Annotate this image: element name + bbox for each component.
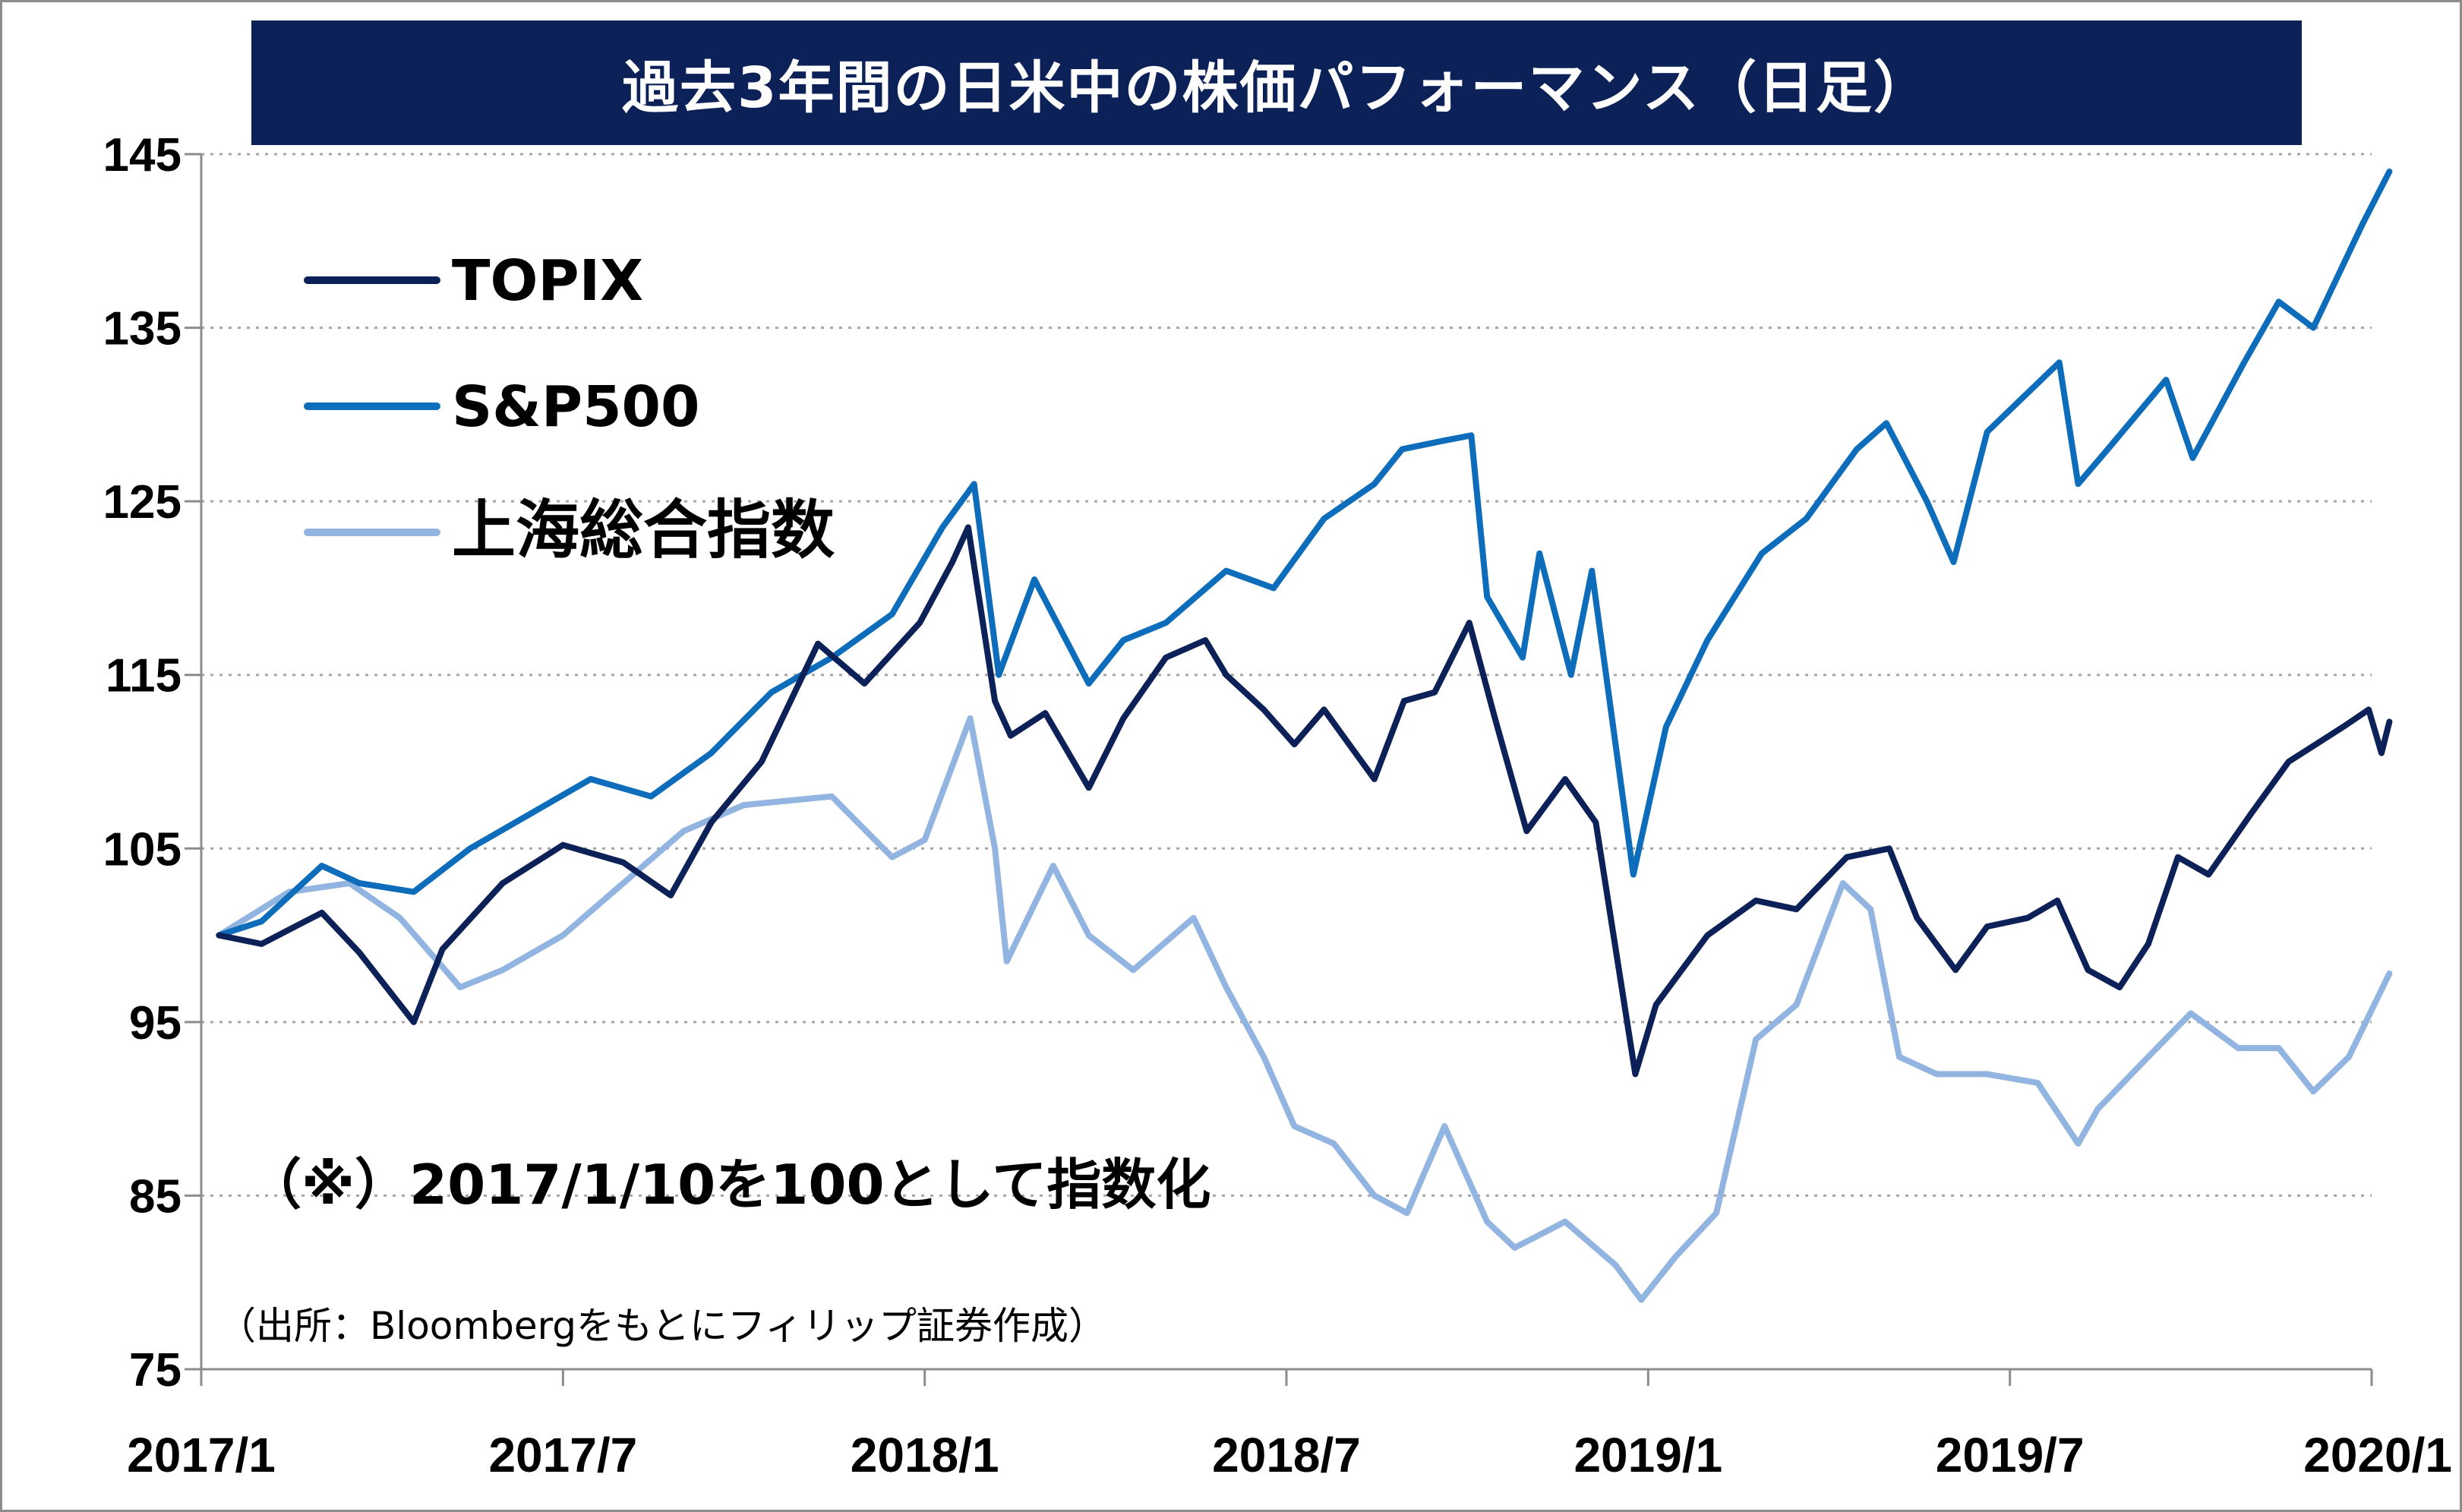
- x-tick-label: 2017/7: [488, 1428, 637, 1482]
- x-tick-label: 2020/1: [2303, 1428, 2452, 1482]
- axes: 75 85 95 105 115 125 135 145 2017/1 2017/7 2018/1 2…: [103, 129, 2452, 1482]
- y-tick-label: 125: [103, 476, 181, 529]
- x-tick-label: 2018/7: [1212, 1428, 1361, 1482]
- series-line-2: [216, 715, 2393, 1303]
- legend-label-2: 上海総合指数: [452, 493, 835, 567]
- legend-label-1: S&P500: [452, 374, 700, 440]
- series-line-0: [216, 524, 2393, 1078]
- normalization-note: （※）2017/1/10を100として指数化: [247, 1153, 1210, 1217]
- grid-lines: [201, 153, 2372, 1197]
- legend: TOPIX S&P500 上海総合指数: [304, 248, 835, 567]
- x-tick-label: 2018/1: [851, 1428, 999, 1482]
- x-tick-label: 2019/1: [1573, 1428, 1722, 1482]
- y-tick-label: 145: [103, 129, 181, 182]
- series-lines: [216, 168, 2393, 1303]
- chart-title: 過去3年間の日米中の株価パフォーマンス（日足）: [251, 21, 2302, 145]
- x-tick-label: 2017/1: [127, 1428, 276, 1482]
- y-tick-label: 105: [103, 823, 181, 876]
- legend-label-0: TOPIX: [452, 248, 643, 314]
- y-tick-label: 85: [129, 1170, 181, 1223]
- x-tick-label: 2019/7: [1936, 1428, 2085, 1482]
- series-line-1: [216, 168, 2393, 939]
- y-tick-label: 75: [129, 1344, 181, 1397]
- source-note: （出所：Bloombergをもとにフィリップ証券作成）: [218, 1304, 1106, 1348]
- y-tick-label: 135: [103, 303, 181, 355]
- y-tick-label: 95: [129, 997, 181, 1050]
- y-tick-label: 115: [106, 650, 181, 702]
